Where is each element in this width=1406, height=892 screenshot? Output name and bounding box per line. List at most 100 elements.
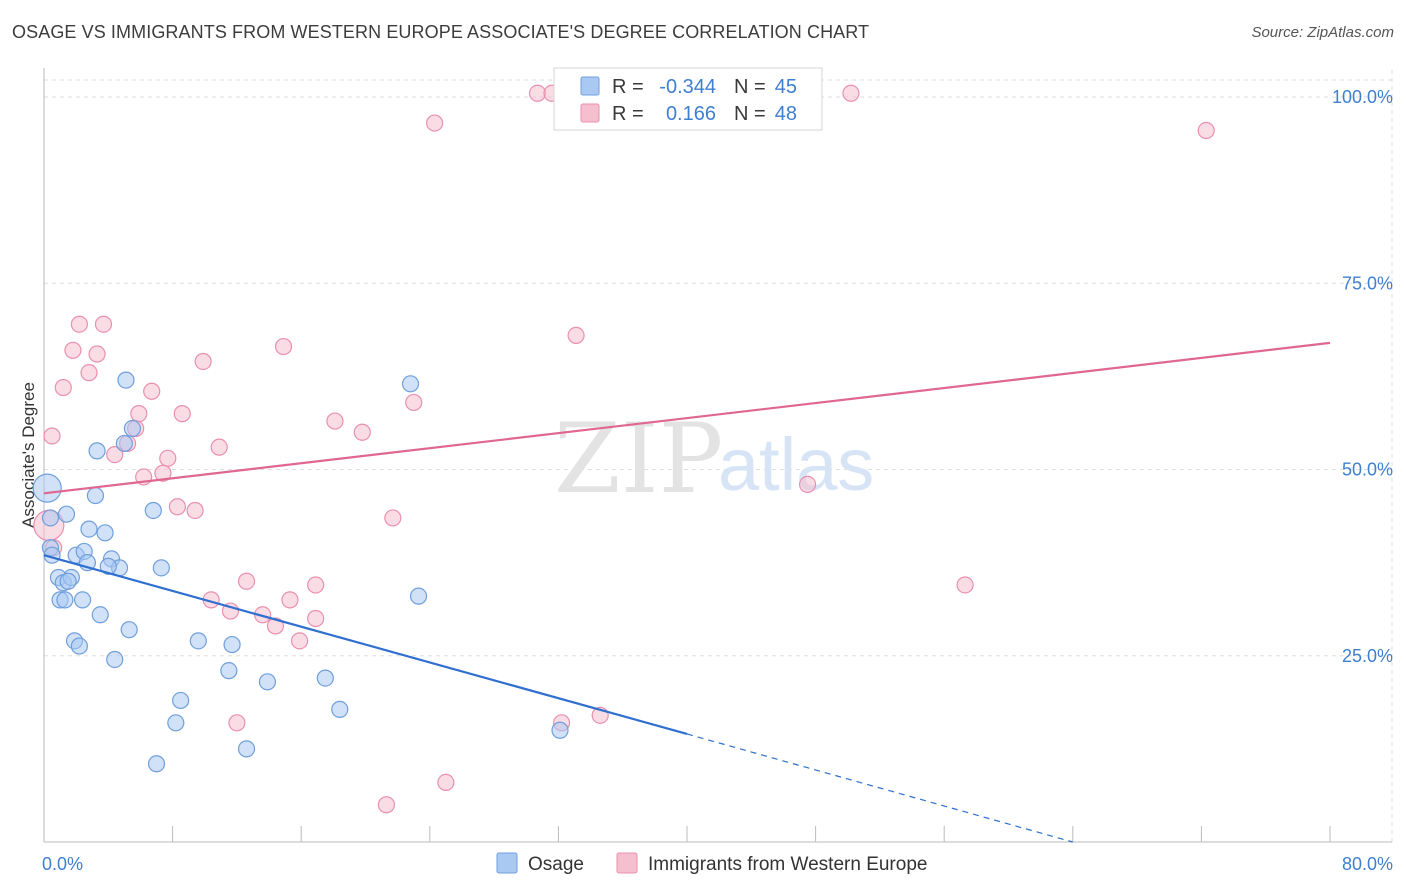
osage-point-17 — [86, 486, 105, 505]
y-axis-label: Associate's Degree — [19, 382, 38, 528]
osage-point-36 — [237, 740, 256, 758]
source-credit: Source: ZipAtlas.com — [1251, 24, 1394, 41]
osage-point-28 — [144, 501, 162, 520]
osage-point-44 — [59, 572, 77, 590]
osage-point-25 — [117, 371, 135, 389]
osage-point-34 — [220, 662, 238, 680]
immigrants-point-34 — [353, 423, 371, 441]
immigrants-point-35 — [377, 796, 395, 814]
osage-point-40 — [401, 375, 420, 393]
immigrants-point-9 — [106, 446, 124, 464]
immigrants-point-18 — [173, 405, 191, 423]
immigrants-point-16 — [159, 449, 177, 467]
legend-r-value-immigrants: 0.166 — [666, 103, 716, 125]
legend-n-value-osage: 45 — [775, 76, 797, 98]
y-tick-labels: 25.0% 50.0% 75.0% 100.0% — [1332, 87, 1393, 666]
immigrants-point-1 — [43, 427, 61, 445]
immigrants-point-31 — [307, 609, 325, 628]
osage-point-16 — [80, 520, 98, 538]
osage-point-12 — [70, 637, 88, 655]
osage-point-27 — [123, 419, 142, 438]
immigrants-point-45 — [798, 475, 817, 493]
immigrants-point-36 — [384, 509, 402, 527]
osage-points — [32, 371, 569, 773]
osage-point-8 — [57, 505, 76, 523]
osage-point-31 — [167, 714, 185, 732]
y-tick-label-75: 75.0% — [1342, 273, 1393, 293]
legend-n-value-immigrants: 48 — [775, 103, 797, 125]
osage-point-33 — [189, 632, 207, 650]
osage-trend-line — [43, 554, 688, 736]
trend-lines — [43, 341, 1331, 843]
immigrants-point-32 — [307, 576, 325, 594]
watermark-atlas: atlas — [718, 423, 874, 506]
osage-point-1 — [41, 509, 60, 527]
osage-point-20 — [96, 524, 114, 542]
immigrants-point-22 — [210, 438, 228, 456]
chart-title: OSAGE VS IMMIGRANTS FROM WESTERN EUROPE … — [12, 22, 870, 42]
immigrants-point-47 — [956, 576, 974, 594]
legend-swatch-osage — [580, 76, 600, 96]
immigrants-point-38 — [426, 114, 444, 132]
immigrants-point-29 — [281, 591, 299, 609]
immigrants-point-27 — [266, 617, 285, 635]
osage-point-24 — [115, 434, 133, 453]
series-legend-label-immigrants: Immigrants from Western Europe — [648, 854, 927, 875]
immigrants-point-12 — [130, 405, 148, 423]
immigrants-point-46 — [842, 84, 860, 102]
legend-r-label-immigrants: R = — [612, 103, 644, 125]
immigrants-trend-line — [43, 341, 1331, 495]
y-tick-label-100: 100.0% — [1332, 87, 1393, 107]
x-tick-label-min: 0.0% — [42, 854, 83, 874]
immigrants-point-37 — [405, 393, 423, 412]
immigrants-point-30 — [290, 632, 309, 650]
immigrants-point-5 — [70, 315, 88, 333]
osage-point-29 — [147, 755, 166, 773]
osage-point-32 — [172, 691, 190, 710]
osage-trend-extension — [686, 733, 1073, 843]
immigrants-point-25 — [237, 572, 256, 590]
osage-point-18 — [88, 442, 106, 460]
immigrants-point-20 — [194, 352, 212, 371]
osage-point-38 — [316, 669, 334, 687]
immigrants-point-17 — [168, 498, 187, 516]
osage-point-19 — [91, 606, 109, 624]
series-legend: Osage Immigrants from Western Europe — [496, 852, 927, 875]
osage-point-41 — [409, 587, 428, 605]
osage-point-7 — [56, 591, 74, 609]
legend-n-label-osage: N = — [734, 76, 766, 98]
y-tick-label-50: 50.0% — [1342, 460, 1393, 480]
legend-r-label-osage: R = — [612, 76, 644, 98]
immigrants-point-40 — [528, 84, 547, 102]
legend-r-value-osage: -0.344 — [659, 76, 716, 98]
series-legend-swatch-osage — [496, 852, 518, 874]
immigrants-point-33 — [326, 412, 344, 430]
immigrants-point-39 — [437, 773, 455, 792]
osage-point-43 — [99, 557, 117, 575]
osage-point-35 — [223, 635, 241, 654]
immigrants-point-19 — [186, 501, 204, 520]
osage-point-39 — [331, 700, 349, 718]
watermark-zip: ZIP — [554, 403, 723, 515]
axes — [43, 68, 1392, 843]
series-legend-label-osage: Osage — [528, 854, 584, 875]
osage-point-26 — [120, 621, 138, 639]
immigrants-point-24 — [228, 714, 246, 732]
series-legend-swatch-immigrants — [616, 852, 638, 874]
y-tick-label-25: 25.0% — [1342, 646, 1393, 666]
osage-point-0 — [32, 473, 62, 503]
gridlines — [44, 70, 1393, 842]
immigrants-point-43 — [567, 326, 585, 344]
stats-legend: R = -0.344 N = 45 R = 0.166 N = 48 — [553, 67, 823, 131]
immigrants-point-28 — [274, 337, 293, 356]
watermark: ZIP atlas — [554, 403, 874, 515]
immigrants-point-48 — [1197, 121, 1215, 140]
immigrants-point-4 — [64, 341, 82, 359]
legend-swatch-immigrants — [580, 103, 600, 123]
osage-point-22 — [106, 650, 124, 669]
legend-n-label-immigrants: N = — [734, 103, 766, 125]
immigrants-point-14 — [143, 382, 161, 400]
immigrants-point-8 — [94, 315, 113, 333]
osage-point-37 — [258, 673, 277, 691]
